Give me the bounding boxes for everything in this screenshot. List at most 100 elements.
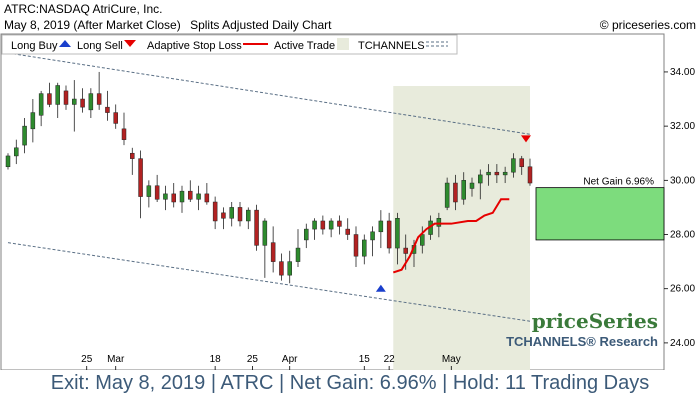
candle-down — [188, 190, 193, 200]
legend-active-trade: Active Trade — [274, 40, 335, 52]
x-tick-label: 25 — [81, 354, 93, 365]
y-tick-label: 34.00 — [670, 67, 695, 78]
candle-up — [461, 180, 466, 200]
candle-up — [328, 220, 334, 230]
active-trade-swatch — [337, 38, 349, 50]
net-gain-label: Net Gain 6.96% — [583, 177, 654, 188]
candle-up — [486, 171, 491, 176]
candle-up — [469, 182, 475, 189]
y-tick-label: 24.00 — [670, 338, 695, 349]
x-tick-label: 15 — [359, 354, 371, 365]
candle-down — [320, 220, 326, 230]
candle-up — [444, 182, 450, 208]
candle-up — [196, 193, 201, 200]
candle-down — [221, 212, 226, 219]
chart-date: May 8, 2019 (After Market Close) — [4, 18, 181, 32]
y-tick-label: 30.00 — [670, 175, 695, 186]
candle-down — [138, 158, 143, 197]
candle-up — [163, 193, 168, 200]
candle-up — [287, 261, 292, 276]
candle-up — [262, 220, 268, 246]
legend-long-sell: Long Sell — [77, 40, 123, 52]
y-tick-label: 28.00 — [670, 230, 695, 241]
x-tick-label: 25 — [247, 354, 259, 365]
channel-lower-line — [7, 242, 531, 322]
candle-down — [121, 128, 127, 140]
candle-down — [204, 193, 210, 203]
candle-up — [5, 155, 11, 168]
candle-up — [362, 239, 367, 257]
candle-down — [353, 234, 359, 257]
active-trade-region — [393, 86, 530, 370]
legend-adaptive-stop: Adaptive Stop Loss — [147, 40, 242, 52]
candle-down — [270, 242, 276, 262]
candle-down — [519, 158, 524, 168]
legend-long-buy: Long Buy — [11, 40, 58, 52]
legend: Long Buy Long Sell Adaptive Stop Loss Ac… — [1, 34, 458, 55]
long-sell-arrow-icon — [124, 40, 136, 47]
candle-down — [254, 209, 259, 246]
candle-up — [395, 218, 400, 249]
footer-summary: Exit: May 8, 2019 | ATRC | Net Gain: 6.9… — [50, 372, 650, 394]
priceseries-logo: priceSeries — [532, 309, 658, 333]
y-tick-label: 26.00 — [670, 284, 695, 295]
candle-up — [295, 247, 301, 262]
candle-up — [55, 85, 60, 105]
x-tick-label: May — [442, 354, 461, 365]
candle-up — [22, 125, 27, 146]
long-buy-arrow-icon — [59, 40, 71, 47]
candle-down — [47, 93, 52, 105]
candle-up — [146, 185, 152, 197]
sell-arrow-icon — [521, 135, 531, 143]
candle-down — [130, 152, 135, 159]
candle-down — [80, 98, 85, 108]
symbol-title: ATRC:NASDAQ AtriCure, Inc. — [4, 2, 163, 16]
candle-down — [494, 171, 500, 176]
tchannels-research: TCHANNELS® Research — [506, 334, 658, 349]
candle-down — [63, 90, 69, 105]
candle-down — [154, 185, 160, 200]
candle-down — [527, 166, 533, 184]
candle-up — [511, 158, 516, 173]
adaptive-stop-line — [392, 198, 510, 274]
candle-up — [502, 171, 508, 176]
candle-up — [229, 207, 234, 219]
chart-kind: Splits Adjusted Daily Chart — [190, 18, 332, 32]
candle-down — [386, 220, 392, 249]
candle-up — [72, 98, 77, 105]
x-tick-label: 22 — [384, 354, 396, 365]
channel-upper-line — [7, 52, 531, 135]
candle-down — [237, 207, 243, 222]
candle-down — [105, 106, 110, 113]
x-tick-label: Apr — [282, 354, 298, 365]
candle-down — [403, 247, 408, 254]
footer-bar: Exit: May 8, 2019 | ATRC | Net Gain: 6.9… — [0, 370, 700, 400]
candle-up — [179, 190, 185, 203]
candle-up — [246, 209, 251, 222]
candle-down — [171, 193, 176, 203]
candle-down — [453, 182, 458, 203]
candle-up — [436, 218, 442, 227]
candle-down — [113, 112, 118, 124]
candle-up — [378, 220, 384, 233]
candle-up — [478, 174, 483, 184]
candle-down — [279, 261, 284, 276]
candle-up — [30, 112, 36, 130]
candle-up — [370, 231, 375, 241]
candle-down — [345, 228, 350, 235]
buy-arrow-icon — [375, 284, 386, 292]
legend-tchannels: TCHANNELS — [358, 40, 425, 52]
x-tick-label: Mar — [107, 354, 125, 365]
candle-up — [38, 93, 44, 116]
candle-up — [304, 228, 309, 241]
net-gain-box — [535, 187, 665, 241]
chart-subtitle: May 8, 2019 (After Market Close) Splits … — [4, 18, 331, 32]
candle-down — [96, 93, 102, 105]
copyright: © priceseries.com — [599, 18, 696, 32]
x-tick-label: 18 — [210, 354, 222, 365]
candle-up — [14, 147, 19, 157]
y-tick-label: 32.00 — [670, 121, 695, 132]
candle-up — [88, 93, 94, 111]
candle-down — [337, 220, 342, 227]
